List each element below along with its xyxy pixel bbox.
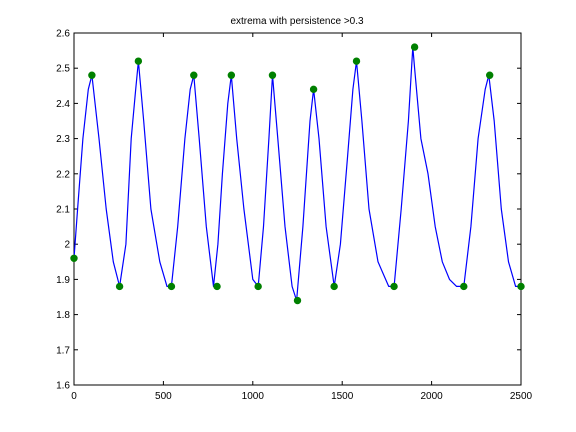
y-tick-label: 2.4 (56, 99, 70, 110)
extremum-point (390, 282, 398, 291)
extremum-point (254, 282, 262, 291)
x-axis: 0 500 1000 1500 2000 2500 (71, 33, 533, 402)
y-tick-label: 1.8 (56, 310, 70, 321)
y-tick-label: 2.1 (56, 205, 70, 216)
y-tick-label: 2.5 (56, 64, 70, 75)
y-tick-label: 2.3 (56, 134, 70, 145)
y-tick-label: 1.7 (56, 345, 70, 356)
x-tick-label: 2500 (510, 391, 533, 402)
x-tick-label: 1500 (331, 391, 354, 402)
extremum-point (115, 282, 124, 291)
y-tick-label: 1.9 (56, 275, 70, 286)
y-tick-label: 1.6 (56, 381, 70, 392)
y-tick-label: 2 (64, 240, 70, 251)
extremum-point (227, 71, 236, 79)
x-tick-label: 2000 (420, 391, 443, 402)
extremum-point (88, 71, 96, 79)
extremum-point (486, 71, 494, 79)
extremum-point (309, 85, 318, 94)
extremum-point (330, 282, 338, 291)
extremum-point (134, 57, 143, 65)
extremum-point (517, 282, 525, 291)
chart-title: extrema with persistence >0.3 (230, 16, 364, 27)
extremum-point (293, 296, 302, 305)
extremum-point (410, 43, 419, 51)
extremum-point (352, 57, 361, 65)
x-tick-label: 1000 (242, 391, 265, 402)
plot-area (73, 32, 522, 386)
y-axis: 1.6 1.7 1.8 1.9 2 2.1 2.2 2.3 2.4 2.5 2.6 (56, 29, 521, 392)
extremum-point (190, 71, 198, 79)
extremum-point (167, 282, 176, 291)
x-tick-label: 0 (71, 391, 77, 402)
y-tick-label: 2.6 (56, 29, 70, 40)
extremum-point (268, 71, 277, 79)
extremum-point (460, 282, 468, 291)
signal-line (73, 46, 521, 302)
extremum-point (213, 282, 221, 291)
y-tick-label: 2.2 (56, 169, 70, 180)
extremum-point (70, 254, 78, 262)
x-tick-label: 500 (155, 391, 172, 402)
series-layer (70, 43, 525, 305)
